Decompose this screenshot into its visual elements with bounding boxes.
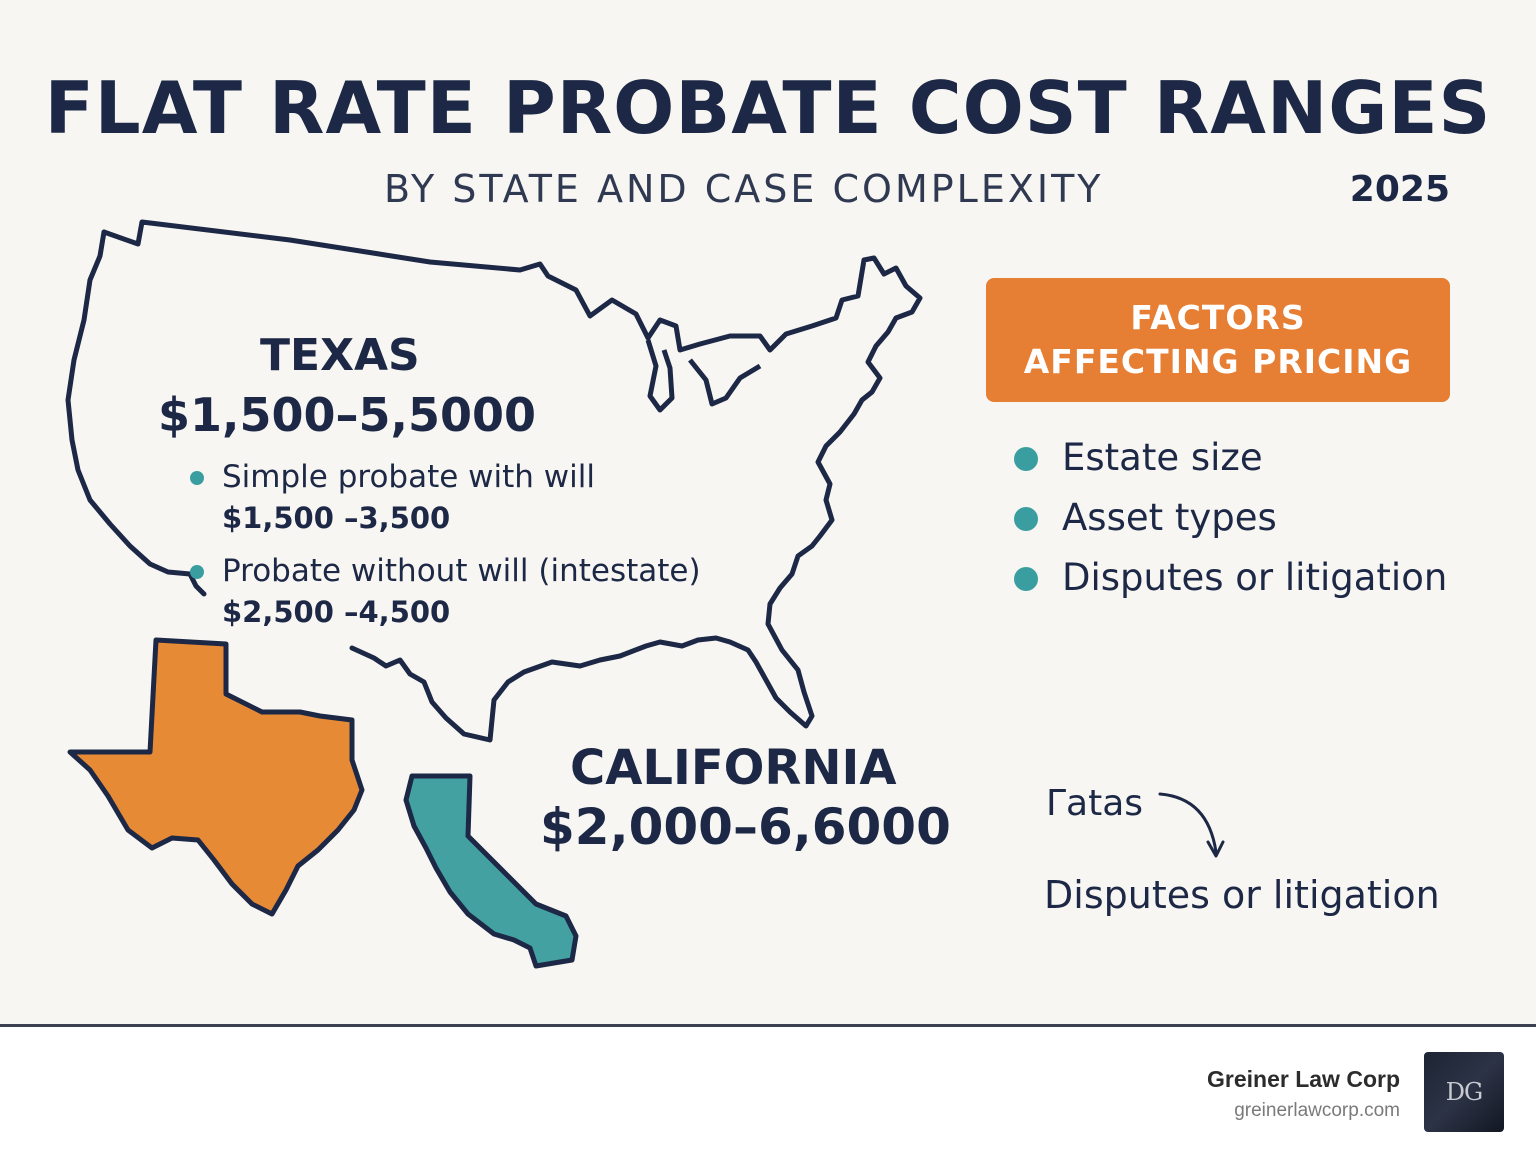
note-line: Disputes or litigation [1044,873,1440,917]
bullet-dot-icon [1014,447,1038,471]
texas-item-price: $1,500 –3,500 [222,501,451,535]
curved-arrow-icon [1158,792,1218,854]
california-shape-icon [403,773,579,969]
footer-url: greinerlawcorp.com [1234,1100,1400,1121]
factor-label: Asset types [1062,496,1277,539]
california-range: $2,000–6,6000 [540,798,951,856]
factors-heading-box: FACTORS AFFECTING PRICING [986,278,1450,402]
infographic-canvas: FLAT RATE PROBATE COST RANGES BY STATE A… [0,0,1536,1024]
bullet-dot-icon [190,471,204,485]
bullet-dot-icon [1014,507,1038,531]
map-illustration [65,219,1225,969]
texas-name: TEXAS [260,330,420,381]
texas-range: $1,500–5,5000 [158,388,537,442]
footer-divider [0,1024,1536,1027]
note-word: Γatas [1046,783,1144,824]
texas-item-label: Probate without will (intestate) [222,553,701,589]
texas-shape-icon [67,637,365,917]
california-name: CALIFORNIA [570,740,897,796]
bullet-dot-icon [190,565,204,579]
texas-item-label: Simple probate with will [222,459,595,495]
page-subtitle: BY STATE AND CASE COMPLEXITY [384,167,1104,211]
great-lakes-icon [645,339,675,413]
factor-label: Estate size [1062,436,1263,479]
texas-item-price: $2,500 –4,500 [222,595,451,629]
page-title: FLAT RATE PROBATE COST RANGES [44,66,1492,150]
year-label: 2025 [1349,169,1450,210]
footer-company-name: Greiner Law Corp [1207,1066,1400,1092]
company-logo-icon: DG [1424,1052,1504,1132]
logo-monogram: DG [1445,1078,1483,1106]
factors-heading: FACTORS AFFECTING PRICING [1023,298,1413,381]
bullet-dot-icon [1014,567,1038,591]
factor-label: Disputes or litigation [1062,556,1448,599]
us-outline-icon [101,219,923,743]
us-west-coast-icon [65,229,207,597]
